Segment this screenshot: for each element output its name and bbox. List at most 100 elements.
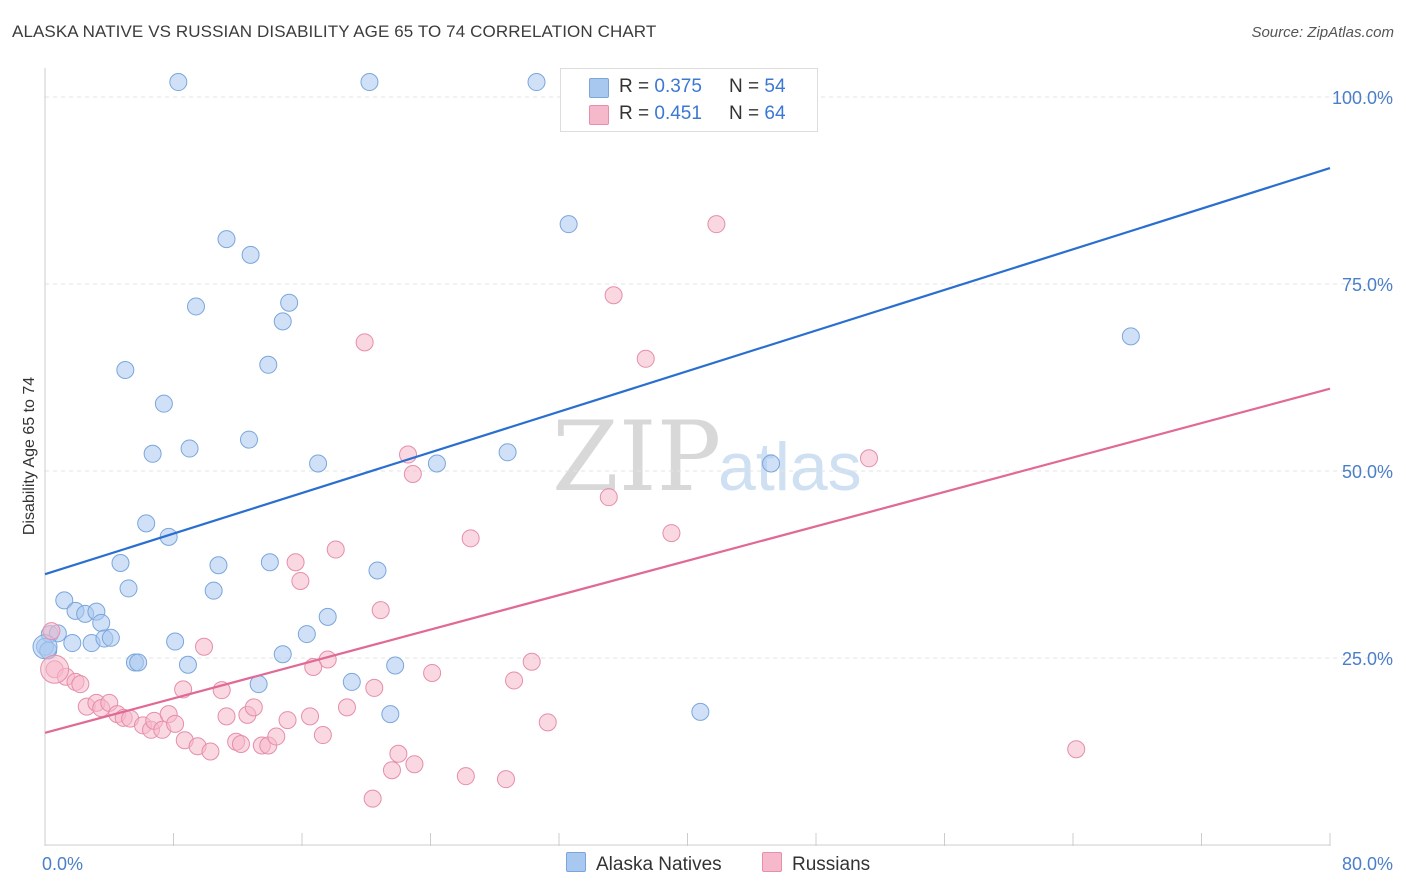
legend-swatch-alaska-natives bbox=[566, 852, 586, 872]
data-point bbox=[363, 789, 382, 808]
legend-n-alaska: N = 54 bbox=[729, 76, 786, 97]
data-point bbox=[273, 312, 292, 331]
data-point bbox=[355, 333, 374, 352]
data-point bbox=[662, 524, 681, 543]
data-point bbox=[204, 581, 223, 600]
data-point bbox=[522, 652, 541, 671]
data-point bbox=[166, 632, 185, 651]
data-point bbox=[239, 430, 258, 449]
data-point bbox=[360, 73, 379, 92]
data-point bbox=[166, 714, 185, 733]
data-point bbox=[291, 571, 310, 590]
data-point bbox=[505, 671, 524, 690]
legend-swatch-russians-bottom bbox=[762, 852, 782, 872]
legend-r-russians: R = 0.451 bbox=[619, 103, 702, 124]
data-point bbox=[860, 449, 879, 468]
data-point bbox=[278, 711, 297, 730]
data-point bbox=[368, 561, 387, 580]
data-point bbox=[186, 297, 205, 316]
y-tick-labels: 25.0% 50.0% 75.0% 100.0% bbox=[1332, 88, 1393, 669]
data-point bbox=[342, 672, 361, 691]
data-point bbox=[1067, 740, 1086, 759]
x-tick-labels: 0.0% 80.0% bbox=[42, 854, 1393, 874]
data-point bbox=[169, 73, 188, 92]
data-point bbox=[456, 767, 475, 786]
data-point bbox=[762, 454, 781, 473]
y-tick-label: 75.0% bbox=[1342, 275, 1393, 295]
data-point bbox=[119, 579, 138, 598]
data-point bbox=[116, 361, 135, 380]
legend-r-alaska: R = 0.375 bbox=[619, 76, 702, 97]
data-point bbox=[405, 755, 424, 774]
data-point bbox=[178, 655, 197, 674]
data-point bbox=[241, 245, 260, 264]
data-point bbox=[244, 698, 263, 717]
data-point bbox=[42, 622, 61, 641]
data-point bbox=[403, 464, 422, 483]
data-point bbox=[538, 713, 557, 732]
data-point bbox=[260, 553, 279, 572]
data-point bbox=[137, 514, 156, 533]
data-point bbox=[318, 607, 337, 626]
data-point bbox=[231, 735, 250, 754]
data-point bbox=[636, 349, 655, 368]
data-point bbox=[217, 230, 236, 249]
x-tick-label-min: 0.0% bbox=[42, 854, 83, 874]
y-axis-title: Disability Age 65 to 74 bbox=[21, 377, 38, 535]
data-point bbox=[129, 653, 148, 672]
data-point bbox=[267, 727, 286, 746]
data-point bbox=[209, 556, 228, 575]
data-point bbox=[559, 215, 578, 234]
data-point bbox=[201, 742, 220, 761]
watermark-zip: ZIP bbox=[552, 401, 721, 513]
watermark: ZIP atlas bbox=[552, 401, 862, 513]
data-point bbox=[386, 656, 405, 675]
data-point bbox=[326, 540, 345, 559]
data-point bbox=[381, 705, 400, 724]
legend-item-alaska-natives: Alaska Natives bbox=[566, 852, 722, 876]
data-point-large bbox=[40, 654, 70, 684]
legend-swatch-alaska bbox=[589, 78, 609, 98]
data-point bbox=[259, 355, 278, 374]
data-point bbox=[286, 553, 305, 572]
data-point bbox=[301, 707, 320, 726]
y-tick-label: 50.0% bbox=[1342, 462, 1393, 482]
grid bbox=[45, 96, 1392, 659]
data-point bbox=[180, 439, 199, 458]
data-point bbox=[337, 698, 356, 717]
data-point bbox=[309, 454, 328, 473]
data-point bbox=[461, 529, 480, 548]
y-tick-label: 25.0% bbox=[1342, 649, 1393, 669]
series-alaska-natives bbox=[32, 73, 1140, 724]
data-point bbox=[273, 645, 292, 664]
data-point bbox=[143, 444, 162, 463]
correlation-legend: R = 0.375 N = 54 R = 0.451 N = 64 bbox=[560, 68, 818, 132]
data-point bbox=[599, 488, 618, 507]
data-point bbox=[195, 637, 214, 656]
data-point bbox=[691, 702, 710, 721]
data-point bbox=[389, 744, 408, 763]
data-point bbox=[55, 591, 74, 610]
data-point bbox=[101, 628, 120, 647]
data-point bbox=[707, 215, 726, 234]
chart-title: ALASKA NATIVE VS RUSSIAN DISABILITY AGE … bbox=[12, 22, 657, 41]
axes bbox=[44, 68, 1331, 846]
x-tick-label-max: 80.0% bbox=[1342, 854, 1393, 874]
legend-swatch-russians bbox=[589, 105, 609, 125]
series-legend: Alaska Natives Russians bbox=[0, 852, 1406, 878]
data-point bbox=[313, 726, 332, 745]
data-point bbox=[496, 770, 515, 789]
data-point bbox=[498, 443, 517, 462]
data-point bbox=[604, 286, 623, 305]
trend-line bbox=[44, 387, 1331, 734]
legend-n-russians: N = 64 bbox=[729, 103, 786, 124]
data-point bbox=[63, 634, 82, 653]
data-point bbox=[382, 761, 401, 780]
data-point bbox=[217, 707, 236, 726]
data-point bbox=[71, 675, 90, 694]
data-point bbox=[1121, 327, 1140, 346]
legend-item-russians: Russians bbox=[762, 852, 870, 876]
data-point bbox=[427, 454, 446, 473]
data-point bbox=[423, 663, 442, 682]
